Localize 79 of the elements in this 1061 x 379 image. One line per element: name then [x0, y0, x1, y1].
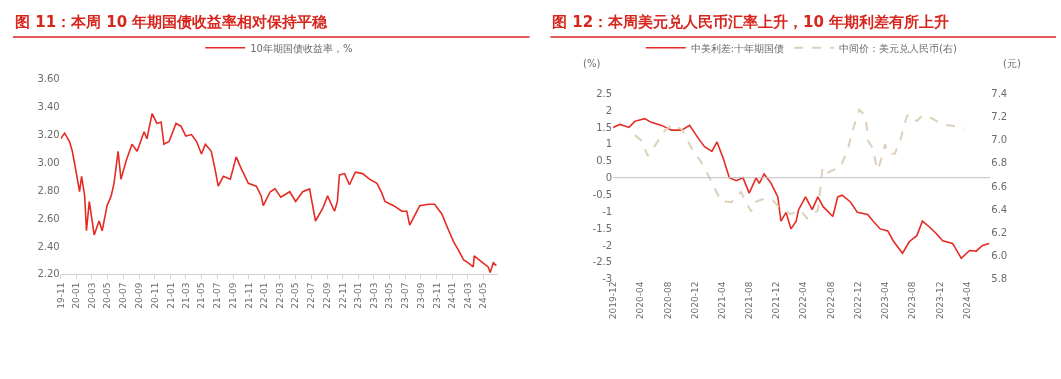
- x-tick-label: 2020-12: [689, 281, 700, 320]
- legend-label: 10年期国债收益率，%: [250, 42, 353, 54]
- x-tick-label: 21-01: [165, 282, 176, 309]
- y2-tick-label: 7.2: [991, 111, 1008, 123]
- y-tick-label: 1: [605, 138, 613, 150]
- x-tick-label: 2023-12: [934, 281, 945, 320]
- y-tick-label: 3.00: [37, 156, 60, 168]
- legend-label: 中美利差:十年期国债: [690, 42, 785, 54]
- x-tick-label: 19-11: [55, 282, 66, 309]
- y2-tick-label: 6.4: [991, 203, 1008, 215]
- x-tick-label: 2022-12: [852, 281, 863, 320]
- y2-tick-label: 6.6: [991, 180, 1008, 192]
- x-tick-label: 21-07: [212, 282, 223, 309]
- x-tick-label: 2020-08: [662, 281, 673, 320]
- x-tick-label: 2021-08: [744, 281, 755, 320]
- x-tick-label: 20-03: [86, 282, 97, 309]
- x-tick-label: 2023-04: [880, 281, 891, 320]
- x-tick-label: 22-09: [321, 282, 332, 309]
- x-tick-label: 2022-08: [825, 281, 836, 320]
- y-tick-label: -1.5: [592, 222, 613, 234]
- y2-tick-label: 6.8: [991, 157, 1008, 169]
- x-tick-label: 21-05: [196, 282, 207, 309]
- y-tick-label: -0.5: [592, 189, 613, 201]
- y-axis-title: (%): [583, 58, 601, 69]
- y-tick-label: 2.5: [596, 87, 613, 99]
- x-tick-label: 23-09: [415, 282, 426, 309]
- y-tick-label: -1: [602, 205, 613, 217]
- y-tick-label: 0.5: [596, 155, 613, 167]
- x-tick-label: 20-01: [71, 282, 82, 309]
- x-tick-label: 2021-12: [771, 281, 782, 320]
- x-tick-label: 2024-04: [961, 281, 972, 320]
- y2-axis-title: (元): [1003, 58, 1021, 69]
- x-tick-label: 20-11: [149, 282, 160, 309]
- x-tick-label: 21-09: [228, 282, 239, 309]
- x-tick-label: 20-05: [102, 282, 113, 309]
- x-tick-label: 21-03: [180, 282, 191, 309]
- line-series: [633, 108, 966, 220]
- x-tick-label: 2019-12: [608, 281, 619, 320]
- x-tick-label: 22-01: [259, 282, 270, 309]
- y-tick-label: 0: [605, 172, 613, 184]
- x-tick-label: 2023-08: [907, 281, 918, 320]
- x-tick-label: 23-03: [368, 282, 379, 309]
- x-tick-label: 20-09: [134, 282, 145, 309]
- y-tick-label: 3.20: [37, 129, 60, 141]
- line-series: [613, 117, 991, 260]
- y-tick-label: 2.40: [37, 240, 60, 252]
- x-tick-label: 22-11: [337, 282, 348, 309]
- y-tick-label: 2.80: [37, 184, 60, 196]
- y-tick-label: 2.20: [37, 268, 60, 280]
- y-tick-label: -2.5: [592, 256, 613, 268]
- y-tick-label: 2: [605, 104, 613, 116]
- y-tick-label: 1.5: [596, 121, 613, 133]
- y2-tick-label: 7.0: [991, 134, 1008, 146]
- x-tick-label: 24-05: [478, 282, 489, 309]
- x-tick-label: 2020-04: [635, 281, 646, 320]
- x-tick-label: 20-07: [118, 282, 129, 309]
- y2-tick-label: 7.4: [991, 87, 1008, 99]
- y-tick-label: 3.40: [37, 101, 60, 113]
- y2-tick-label: 5.8: [991, 273, 1008, 285]
- x-tick-label: 23-05: [384, 282, 395, 309]
- x-tick-label: 24-03: [462, 282, 473, 309]
- x-tick-label: 22-07: [306, 282, 317, 309]
- x-tick-label: 2021-04: [716, 281, 727, 320]
- y-tick-label: 3.60: [37, 73, 60, 85]
- y2-tick-label: 6.2: [991, 226, 1008, 238]
- chart-title: 图 11：本周 10 年期国债收益率相对保持平稳: [15, 13, 329, 31]
- x-tick-label: 2022-04: [798, 281, 809, 320]
- chart-title: 图 12：本周美元兑人民币汇率上升，10 年期利差有所上升: [552, 13, 950, 31]
- x-tick-label: 22-03: [274, 282, 285, 309]
- x-tick-label: 21-11: [243, 282, 254, 309]
- legend-label: 中间价：美元兑人民币(右): [839, 42, 957, 54]
- y-tick-label: 2.60: [37, 212, 60, 224]
- x-tick-label: 22-05: [290, 282, 301, 309]
- y-tick-label: -2: [602, 239, 613, 251]
- y2-tick-label: 6.0: [991, 250, 1008, 262]
- x-tick-label: 23-11: [431, 282, 442, 309]
- x-tick-label: 24-01: [447, 282, 458, 309]
- x-tick-label: 23-01: [353, 282, 364, 309]
- x-tick-label: 23-07: [399, 282, 410, 309]
